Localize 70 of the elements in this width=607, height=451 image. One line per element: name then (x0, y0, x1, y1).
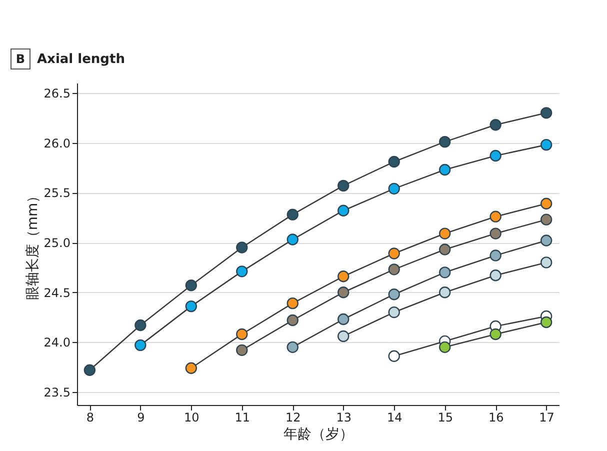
point (540, 234, 552, 246)
point (134, 339, 146, 352)
point (134, 319, 146, 332)
point (185, 362, 197, 374)
x-tick-label: 17 (539, 410, 554, 424)
point (439, 136, 451, 148)
y-tick-label: 25.0 (44, 236, 70, 250)
point (439, 228, 451, 240)
x-tick-label: 11 (234, 410, 250, 424)
point (388, 182, 400, 195)
point (236, 344, 248, 356)
point (185, 300, 197, 312)
x-tick-label: 15 (438, 410, 453, 424)
x-tick-label: 14 (386, 410, 402, 424)
point (439, 286, 451, 298)
x-tick-label: 10 (184, 410, 200, 424)
point (490, 150, 502, 162)
point (338, 180, 350, 192)
point (490, 119, 502, 131)
point (388, 264, 400, 276)
point (439, 244, 451, 256)
point (286, 297, 298, 310)
point (236, 266, 248, 278)
point (286, 208, 298, 220)
point (338, 270, 350, 282)
y-tick-label: 24.5 (44, 286, 70, 300)
y-tick-label: 25.5 (44, 186, 70, 200)
point (84, 364, 96, 376)
point (540, 138, 552, 151)
point (439, 164, 451, 176)
y-tick-label: 24.0 (44, 336, 70, 350)
point (286, 341, 298, 354)
y-tick-label: 26.5 (44, 86, 70, 100)
x-tick-label: 12 (285, 410, 301, 424)
point (490, 228, 502, 240)
x-tick-label: 13 (336, 410, 352, 424)
point (439, 266, 451, 278)
point (338, 330, 350, 342)
point (490, 270, 502, 282)
point (236, 242, 248, 254)
chart-title: Axial length (37, 52, 125, 67)
point (540, 198, 552, 210)
point (540, 256, 552, 268)
point (338, 286, 350, 298)
point (540, 316, 552, 328)
point (338, 204, 350, 216)
point (286, 314, 298, 326)
x-tick-label: 9 (137, 410, 145, 424)
point (490, 210, 502, 222)
point (490, 328, 502, 340)
point (286, 234, 298, 246)
text: B (16, 52, 26, 66)
y-tick-label: 26.0 (44, 136, 70, 150)
point (439, 341, 451, 354)
x-axis-title: 年龄（岁） (284, 426, 354, 442)
point (490, 250, 502, 262)
point (388, 306, 400, 318)
point (540, 214, 552, 226)
y-tick-label: 23.5 (44, 386, 70, 400)
x-tick-label: 8 (86, 410, 94, 424)
x-tick-label: 16 (488, 410, 504, 424)
point (236, 328, 248, 340)
point (540, 107, 552, 119)
y-axis-title: 眼轴长度（mm） (24, 188, 41, 300)
point (388, 248, 400, 260)
point (338, 313, 350, 326)
point (388, 350, 400, 362)
point (185, 280, 197, 292)
point (388, 288, 400, 300)
point (388, 156, 400, 168)
